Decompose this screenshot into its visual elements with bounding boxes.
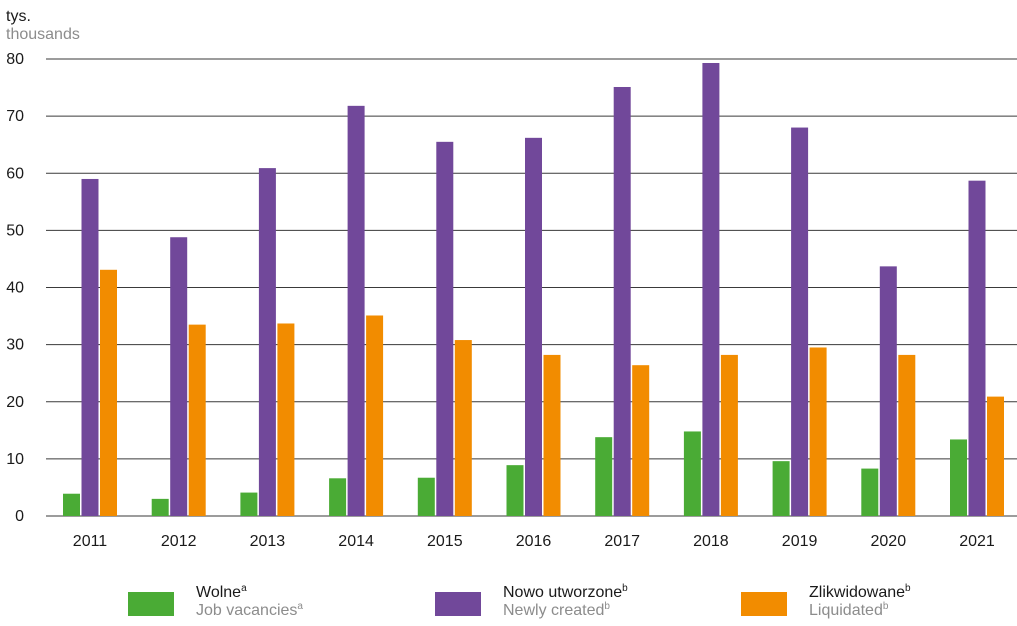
bar — [436, 141, 454, 517]
bar — [417, 477, 435, 516]
footnote-marker: b — [622, 583, 628, 594]
bar — [525, 137, 542, 516]
bar — [702, 62, 720, 516]
y-tick-label: 20 — [6, 394, 24, 411]
footnote-marker: a — [241, 583, 247, 594]
bar — [613, 86, 631, 517]
bar — [898, 354, 916, 516]
x-tick-label: 2021 — [959, 533, 995, 550]
x-tick-label: 2013 — [250, 533, 286, 550]
bar — [809, 347, 827, 516]
legend-label-newly-created-en: Newly created — [503, 602, 605, 619]
y-unit-label-pl: tys. — [6, 8, 31, 25]
bar — [595, 437, 613, 516]
y-tick-label: 80 — [6, 51, 24, 68]
footnote-marker: b — [604, 601, 610, 612]
legend-label-liquidated-pl: Zlikwidowane — [809, 584, 906, 601]
bar — [277, 323, 295, 516]
legend-label-vacancies-pl: Wolne — [196, 584, 242, 601]
legend-label-vacancies-en: Job vacancies — [196, 602, 298, 619]
bar-chart: 0 10 20 30 40 50 60 70 80 2011 2012 2013 2014 2015 201… — [6, 51, 1017, 550]
bar — [543, 354, 561, 516]
legend-swatch-liquidated — [741, 592, 787, 616]
y-tick-label: 30 — [6, 337, 24, 354]
y-tick-label: 0 — [15, 508, 24, 525]
bar — [240, 492, 258, 516]
x-tick-label: 2018 — [693, 533, 729, 550]
x-tick-label: 2016 — [516, 533, 552, 550]
bar — [188, 324, 206, 516]
bar — [63, 493, 80, 516]
bar — [81, 178, 99, 516]
bar — [791, 127, 809, 517]
x-tick-label: 2019 — [782, 533, 818, 550]
bar — [879, 266, 897, 516]
bar — [772, 461, 790, 516]
x-tick-label: 2011 — [73, 533, 108, 550]
bar — [987, 396, 1004, 516]
bar — [454, 340, 472, 516]
bar — [720, 354, 738, 516]
footnote-marker: b — [905, 583, 911, 594]
bar — [632, 365, 650, 516]
bar — [258, 168, 276, 516]
bar — [506, 465, 524, 516]
y-tick-label: 10 — [6, 451, 24, 468]
y-unit-label-en: thousands — [6, 26, 80, 43]
bar — [683, 431, 701, 516]
x-tick-label: 2020 — [871, 533, 907, 550]
legend-swatch-vacancies — [128, 592, 174, 616]
y-tick-label: 60 — [6, 165, 24, 182]
x-tick-label: 2014 — [338, 533, 374, 550]
chart-legend: Wolnea Job vacanciesa Nowo utworzoneb Ne… — [0, 583, 1017, 626]
bar — [968, 180, 986, 516]
bar — [151, 498, 169, 516]
y-tick-label: 70 — [6, 108, 24, 125]
legend-label-liquidated-en: Liquidated — [809, 602, 883, 619]
x-tick-label: 2012 — [161, 533, 197, 550]
legend-swatch-newly-created — [435, 592, 481, 616]
x-tick-label: 2015 — [427, 533, 463, 550]
y-tick-label: 40 — [6, 280, 24, 297]
bar — [170, 237, 188, 517]
bar — [347, 105, 365, 516]
bar — [950, 439, 967, 516]
bar — [366, 315, 384, 516]
bar — [329, 478, 347, 516]
footnote-marker: b — [882, 601, 889, 612]
bar — [100, 269, 117, 516]
bar — [861, 468, 879, 516]
footnote-marker: a — [297, 601, 303, 612]
y-tick-label: 50 — [6, 222, 24, 239]
x-tick-label: 2017 — [604, 533, 640, 550]
legend-label-newly-created-pl: Nowo utworzone — [503, 584, 623, 601]
